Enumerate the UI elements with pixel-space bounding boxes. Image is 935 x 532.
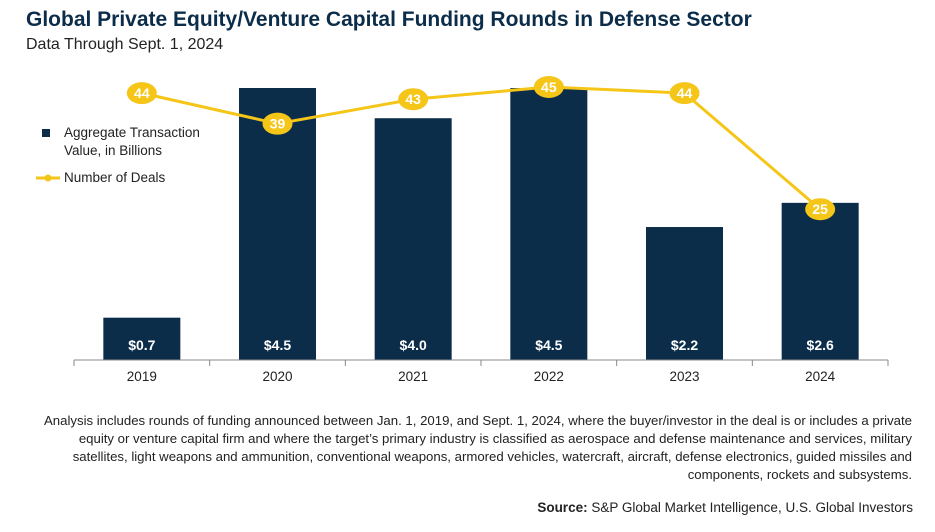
bar-2021 [374,118,452,360]
bars-layer: $0.7 $4.5 $4.0 $4.5 $2.2 $2.6 [103,88,859,360]
deals-label-2021: 43 [405,91,421,107]
deals-label-2019: 44 [134,85,150,101]
x-tick-label-2023: 2023 [669,369,699,384]
x-tick-label-2019: 2019 [127,369,157,384]
bar-value-label-2024: $2.6 [807,337,834,353]
footnote: Analysis includes rounds of funding anno… [43,413,912,482]
bar-value-label-2022: $4.5 [535,337,562,353]
deals-label-2024: 25 [812,201,828,217]
bar-value-label-2020: $4.5 [264,337,291,353]
x-tick-label-2024: 2024 [805,369,836,384]
chart-subtitle: Data Through Sept. 1, 2024 [26,36,224,53]
combo-chart: $0.7 $4.5 $4.0 $4.5 $2.2 $2.6 2019 2020 2021 202… [73,76,889,384]
deals-marker-2022 [533,76,564,98]
legend-bar-label-line1: Aggregate Transaction [64,125,200,140]
x-tick-label-2021: 2021 [398,369,428,384]
legend-bar-label-line2: Value, in Billions [64,143,163,158]
x-tick-label-2020: 2020 [262,369,292,384]
chart-title: Global Private Equity/Venture Capital Fu… [26,8,752,31]
deals-marker-2023 [669,82,700,105]
bar-2024 [781,202,859,360]
deals-marker-2024 [805,198,836,221]
bar-2022 [510,88,588,360]
legend-line-swatch [36,174,60,182]
deals-line-layer: 44 39 43 45 44 25 [126,76,836,221]
source-text: S&P Global Market Intelligence, U.S. Glo… [591,500,913,515]
deals-marker-2021 [398,88,429,111]
deals-label-2022: 45 [541,79,557,95]
bar-2019 [103,317,181,360]
bar-value-label-2023: $2.2 [671,337,698,353]
source-label: Source: [537,500,588,515]
legend-bar-label: Aggregate Transaction Value, in Billions [64,124,200,160]
bar-2023 [646,227,723,360]
bar-value-label-2021: $4.0 [400,337,427,353]
deals-label-2020: 39 [270,116,286,132]
legend-line-label: Number of Deals [64,170,166,185]
deals-label-2023: 44 [677,85,693,101]
deals-marker-2020 [262,112,293,135]
legend-bar-swatch [42,129,50,137]
deals-marker-2019 [126,82,157,105]
deals-line [141,85,822,211]
x-axis: 2019 2020 2021 2022 2023 2024 [73,359,889,384]
source-note: Source: S&P Global Market Intelligence, … [537,500,913,515]
bar-value-label-2019: $0.7 [128,337,155,353]
x-tick-label-2022: 2022 [534,369,564,384]
